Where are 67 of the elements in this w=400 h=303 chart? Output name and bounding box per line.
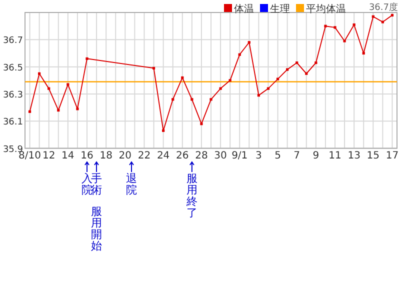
legend-label: 体温: [234, 3, 254, 15]
point: [372, 15, 374, 18]
point: [381, 20, 384, 24]
x-tick-label: 17: [386, 150, 399, 162]
point: [362, 52, 365, 55]
y-tick-label: 36.7: [2, 36, 23, 46]
x-tick-label: 16: [80, 150, 94, 162]
point: [314, 61, 318, 64]
x-tick-label: 5: [274, 150, 281, 162]
annotation: 服用終了: [185, 172, 198, 220]
point: [219, 87, 222, 90]
x-tick-label: 28: [195, 150, 208, 162]
point: [334, 26, 336, 29]
legend-label: 平均体温: [306, 3, 346, 15]
line-series: [28, 14, 394, 132]
point: [152, 66, 156, 70]
point: [305, 72, 308, 75]
annotation: 入院: [82, 172, 92, 196]
point: [248, 41, 250, 44]
point: [38, 72, 41, 75]
y-tick-label: 36.5: [2, 63, 23, 74]
legend-label: 生理: [270, 3, 290, 15]
x-tick-label: 9/1: [232, 150, 248, 162]
x-tick-label: 18: [100, 150, 112, 162]
x-tick-label: 12: [42, 150, 56, 162]
point: [210, 98, 212, 101]
x-tick-label: 3: [256, 150, 262, 162]
x-tick-label: 9: [312, 150, 320, 162]
point: [324, 24, 327, 28]
point: [48, 87, 50, 90]
point: [238, 53, 241, 56]
annotation: 36.7度: [368, 2, 398, 13]
point: [266, 87, 270, 90]
point: [390, 14, 394, 17]
x-tick-label: 22: [138, 150, 151, 162]
y-tick-label: 36.1: [2, 118, 23, 128]
text: 服用開始: [91, 205, 102, 252]
x-tick-label: 11: [328, 150, 342, 162]
point: [86, 57, 88, 60]
point: [200, 122, 203, 126]
x-tick-label: 7: [294, 150, 300, 162]
point: [352, 23, 356, 26]
point: [76, 108, 79, 110]
point: [28, 110, 32, 113]
text: 手術: [91, 172, 102, 196]
x-tick-label: 24: [156, 150, 170, 162]
point: [257, 94, 260, 97]
point: [296, 61, 298, 64]
point: [343, 40, 346, 42]
x-tick-label: 8/10: [18, 150, 42, 162]
point: [66, 83, 70, 86]
x-tick-label: 15: [366, 150, 380, 162]
point: [172, 98, 174, 101]
point: [190, 98, 194, 101]
point: [162, 129, 165, 132]
text: 退院: [126, 172, 137, 196]
x-tick-label: 13: [348, 150, 360, 162]
point: [57, 108, 60, 112]
y-tick-label: 36.3: [2, 90, 23, 100]
x-tick-label: 30: [214, 150, 227, 162]
x-tick-label: 20: [118, 150, 132, 162]
point: [286, 68, 289, 71]
x-tick-label: 26: [176, 150, 189, 162]
point: [181, 76, 184, 79]
point: [228, 79, 232, 82]
x-tick-label: 14: [62, 150, 74, 162]
point: [276, 78, 280, 80]
